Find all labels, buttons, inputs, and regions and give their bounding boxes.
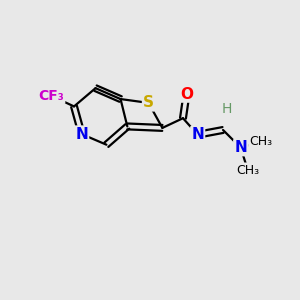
Text: H: H: [221, 102, 232, 116]
Text: N: N: [75, 127, 88, 142]
Text: CH₃: CH₃: [236, 164, 259, 176]
Text: CH₃: CH₃: [249, 135, 272, 148]
Text: S: S: [143, 95, 154, 110]
Text: CF₃: CF₃: [38, 89, 64, 103]
Text: N: N: [191, 127, 204, 142]
Text: O: O: [180, 87, 193, 102]
Text: N: N: [234, 140, 247, 155]
